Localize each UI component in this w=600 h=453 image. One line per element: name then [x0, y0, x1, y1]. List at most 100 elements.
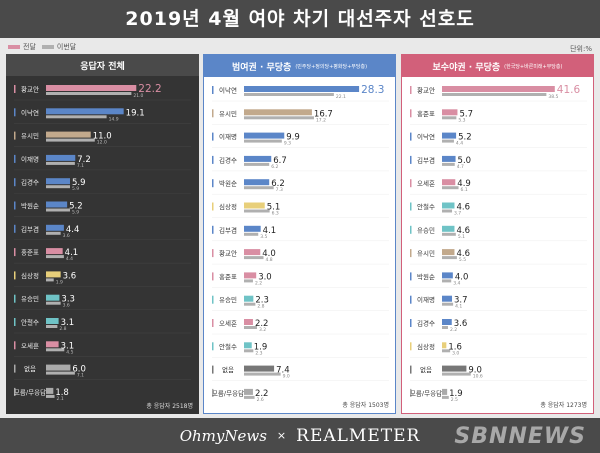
category-label: 김경수: [21, 178, 39, 187]
bar-current: [46, 224, 64, 231]
value-label-current: 3.7: [454, 296, 468, 306]
bar-current: [244, 86, 360, 92]
value-label-current: 5.7: [459, 109, 473, 119]
value-label-previous: 6.3: [272, 211, 279, 217]
row-marker: [410, 272, 412, 281]
value-label-previous: 3.4: [453, 280, 460, 286]
bar-current: [442, 109, 458, 116]
bar-previous: [46, 161, 75, 165]
row-marker: [14, 248, 16, 257]
legend-current-label: 전달: [23, 43, 36, 51]
panel-subtitle: (민주당+정의당+평화당+무당층): [295, 63, 368, 70]
bar-previous: [244, 372, 281, 376]
value-label-previous: 4.7: [457, 164, 464, 170]
value-label-previous: 21.0: [133, 93, 143, 99]
value-label-previous: 2.8: [59, 326, 66, 332]
bar-current: [46, 85, 137, 91]
value-label-current: 4.1: [65, 248, 79, 258]
category-label: 모름/무응답: [410, 389, 442, 397]
value-label-previous: 4.8: [266, 257, 273, 263]
value-label-previous: 9.0: [283, 374, 290, 380]
value-label-current: 6.0: [72, 365, 86, 375]
category-label: 홍준표: [219, 272, 237, 281]
bar-previous: [244, 349, 254, 353]
bar-previous: [442, 349, 451, 353]
row-marker: [212, 319, 214, 327]
category-label: 안철수: [21, 318, 39, 327]
bar-previous: [442, 116, 457, 120]
row-marker: [410, 342, 412, 351]
bar-current: [442, 365, 467, 372]
value-label-current: 4.6: [456, 249, 470, 259]
value-label-previous: 2.3: [255, 350, 262, 356]
value-label-current: 7.4: [276, 366, 290, 376]
bar-current: [442, 319, 452, 325]
category-label: 심상정: [21, 271, 39, 280]
value-label-previous: 2.6: [257, 397, 264, 403]
category-label: 김부겸: [219, 226, 237, 234]
bar-previous: [442, 326, 448, 329]
category-label: 유승민: [417, 225, 435, 234]
category-label: 오세훈: [219, 319, 237, 328]
row-marker: [212, 155, 214, 164]
value-label-previous: 3.5: [260, 234, 267, 240]
value-label-previous: 3.6: [63, 233, 70, 239]
value-label-current: 28.3: [361, 84, 384, 96]
value-label-previous: 4.4: [66, 256, 73, 262]
row-marker: [14, 294, 16, 303]
category-label: 유승민: [219, 295, 237, 304]
value-label-current: 16.7: [314, 109, 333, 119]
row-marker: [410, 295, 412, 304]
value-label-previous: 7.3: [276, 187, 283, 193]
value-label-current: 22.2: [138, 83, 161, 95]
category-label: 없음: [420, 366, 432, 374]
value-label-previous: 5.9: [72, 210, 79, 216]
row-marker: [410, 155, 412, 164]
page-title: 2019년 4월 여야 차기 대선주자 선호도: [0, 0, 600, 38]
bar-previous: [442, 372, 471, 376]
bar-previous: [46, 138, 95, 142]
row-marker: [14, 85, 16, 93]
row-marker: [212, 295, 214, 304]
value-label-previous: 3.2: [259, 327, 266, 333]
row-marker: [212, 202, 214, 211]
category-label: 홍준표: [417, 109, 435, 118]
value-label-current: 3.1: [61, 318, 75, 328]
bar-previous: [244, 279, 253, 283]
value-label-previous: 4.4: [456, 141, 463, 147]
value-label-previous: 3.7: [454, 211, 461, 217]
value-label-current: 3.0: [258, 272, 272, 282]
bar-current: [442, 225, 455, 232]
value-label-current: 6.2: [271, 179, 285, 189]
row-marker: [212, 272, 214, 281]
bar-current: [46, 201, 68, 208]
category-label: 박원순: [21, 201, 39, 210]
category-label: 홍준표: [21, 248, 39, 257]
bar-current: [442, 179, 456, 186]
row-marker: [410, 365, 412, 374]
bar-current: [442, 132, 457, 139]
category-label: 유시민: [21, 131, 39, 140]
value-label-current: 4.6: [456, 226, 470, 236]
row-marker: [14, 341, 16, 350]
bar-current: [244, 295, 254, 302]
category-label: 없음: [222, 366, 234, 374]
category-label: 김경수: [219, 155, 237, 164]
bar-current: [46, 131, 91, 138]
row-marker: [212, 179, 214, 188]
category-label: 박원순: [219, 179, 237, 188]
bar-current: [244, 342, 252, 349]
value-label-current: 2.3: [255, 296, 269, 306]
row-marker: [212, 86, 214, 94]
unit-label: 단위:%: [570, 45, 592, 53]
bar-current: [46, 178, 70, 185]
row-marker: [410, 388, 412, 397]
value-label-current: 4.4: [66, 225, 80, 235]
bar-previous: [244, 93, 334, 96]
value-label-previous: 17.2: [316, 117, 326, 123]
value-label-current: 5.9: [72, 178, 86, 188]
row-marker: [410, 179, 412, 188]
value-label-previous: 4.1: [455, 304, 462, 310]
